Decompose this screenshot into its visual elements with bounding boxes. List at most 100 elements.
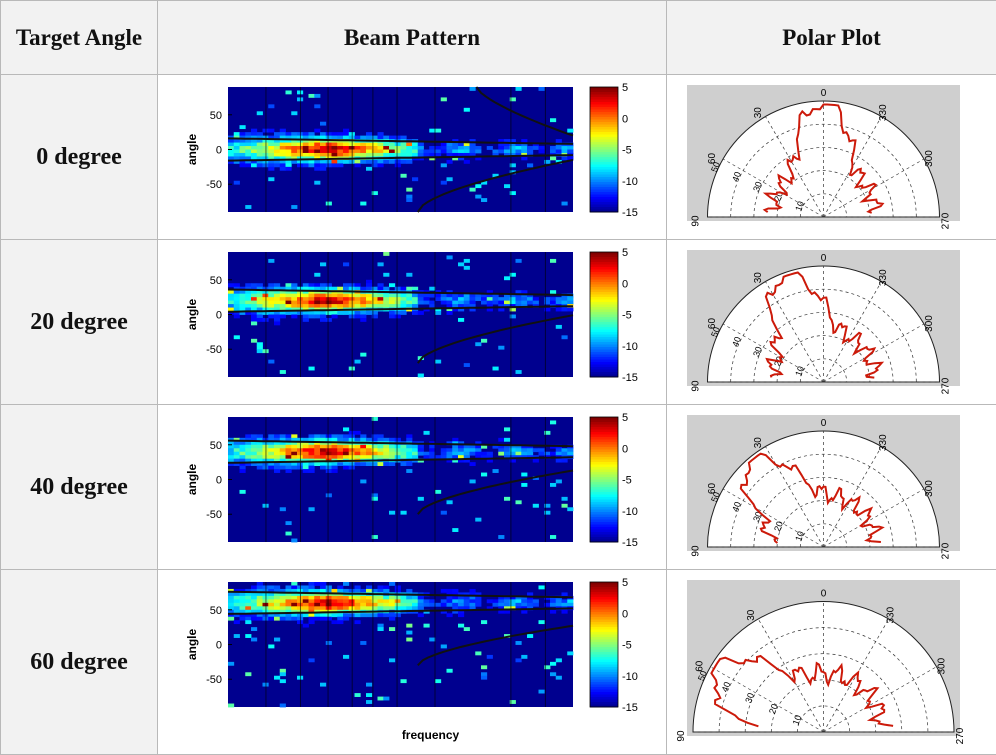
heatmap-cell xyxy=(441,143,447,147)
heatmap-cell xyxy=(539,146,545,150)
heatmap-cell xyxy=(309,462,315,466)
heatmap-cell xyxy=(291,294,297,298)
heatmap-cell xyxy=(418,301,424,305)
heatmap-cell xyxy=(521,297,527,301)
heatmap-cell xyxy=(447,596,453,600)
heatmap-cell xyxy=(562,156,568,160)
x-axis-label: frequency xyxy=(402,728,460,742)
heatmap-cell xyxy=(245,434,251,438)
heatmap-cell xyxy=(366,589,372,593)
heatmap-cell xyxy=(493,297,499,301)
heatmap-cell xyxy=(286,532,292,536)
heatmap-cell xyxy=(389,315,395,319)
heatmap-cell xyxy=(240,617,246,621)
heatmap-cell xyxy=(366,452,372,456)
heatmap-cell xyxy=(251,596,257,600)
heatmap-cell xyxy=(355,455,361,459)
heatmap-cell xyxy=(395,311,401,315)
heatmap-cell xyxy=(343,262,349,266)
heatmap-cell xyxy=(378,627,384,631)
heatmap-cell xyxy=(539,452,545,456)
heatmap-cell xyxy=(516,500,522,504)
heatmap-cell xyxy=(257,346,263,350)
heatmap-cell xyxy=(435,129,441,133)
heatmap-cell xyxy=(240,301,246,305)
heatmap-cell xyxy=(516,599,522,603)
heatmap-cell xyxy=(395,585,401,589)
heatmap-cell xyxy=(378,301,384,305)
row-label: 0 degree xyxy=(1,75,158,240)
heatmap-cell xyxy=(245,603,251,607)
heatmap-cell xyxy=(378,624,384,628)
heatmap-cell xyxy=(240,153,246,157)
heatmap-cell xyxy=(406,273,412,277)
heatmap-cell xyxy=(286,466,292,470)
heatmap-cell xyxy=(280,163,286,167)
colorbar-tick-label: -5 xyxy=(622,475,632,487)
heatmap-cell xyxy=(228,617,234,621)
heatmap-cell xyxy=(240,163,246,167)
heatmap-cell xyxy=(366,311,372,315)
heatmap-cell xyxy=(320,599,326,603)
heatmap-cell xyxy=(355,301,361,305)
heatmap-cell xyxy=(389,301,395,305)
heatmap-cell xyxy=(475,184,481,188)
heatmap-cell xyxy=(332,136,338,140)
heatmap-cell xyxy=(401,143,407,147)
heatmap-cell xyxy=(291,132,297,136)
heatmap-cell xyxy=(274,469,280,473)
heatmap-cell xyxy=(521,150,527,154)
heatmap-cell xyxy=(257,445,263,449)
heatmap-cell xyxy=(355,693,361,697)
heatmap-cell xyxy=(280,167,286,171)
heatmap-cell xyxy=(401,445,407,449)
heatmap-cell xyxy=(383,150,389,154)
heatmap-cell xyxy=(447,301,453,305)
y-tick-label: 0 xyxy=(216,310,222,322)
heatmap-cell xyxy=(360,455,366,459)
heatmap-cell xyxy=(286,617,292,621)
heatmap-cell xyxy=(447,297,453,301)
heatmap-cell xyxy=(452,294,458,298)
heatmap-cell xyxy=(504,599,510,603)
heatmap-cell xyxy=(291,596,297,600)
heatmap-cell xyxy=(320,301,326,305)
heatmap-cell xyxy=(389,599,395,603)
heatmap-cell xyxy=(401,455,407,459)
heatmap-cell xyxy=(228,662,234,666)
heatmap-cell xyxy=(320,150,326,154)
heatmap-cell xyxy=(550,610,556,614)
heatmap-cell xyxy=(504,603,510,607)
header-target-angle: Target Angle xyxy=(1,1,158,75)
heatmap-cell xyxy=(378,452,384,456)
heatmap-cell xyxy=(360,434,366,438)
heatmap-cell xyxy=(401,160,407,164)
heatmap-cell xyxy=(378,294,384,298)
heatmap-cell xyxy=(516,146,522,150)
heatmap-cell xyxy=(314,273,320,277)
heatmap-cell xyxy=(493,150,499,154)
colorbar-tick-label: -15 xyxy=(622,207,638,219)
heatmap-cell xyxy=(406,606,412,610)
heatmap-cell xyxy=(447,294,453,298)
heatmap-cell xyxy=(360,315,366,319)
heatmap-cell xyxy=(234,335,240,339)
heatmap-cell xyxy=(257,143,263,147)
heatmap-cell xyxy=(343,613,349,617)
heatmap-cell xyxy=(366,146,372,150)
heatmap-cell xyxy=(240,146,246,150)
heatmap-cell xyxy=(406,631,412,635)
heatmap-cell xyxy=(521,156,527,160)
heatmap-cell xyxy=(389,297,395,301)
heatmap-cell xyxy=(418,606,424,610)
heatmap-cell xyxy=(458,599,464,603)
heatmap-cell xyxy=(366,304,372,308)
heatmap-cell xyxy=(567,603,573,607)
heatmap-cell xyxy=(567,129,573,133)
heatmap-cell xyxy=(556,448,562,452)
heatmap-cell xyxy=(447,177,453,181)
heatmap-cell xyxy=(447,448,453,452)
